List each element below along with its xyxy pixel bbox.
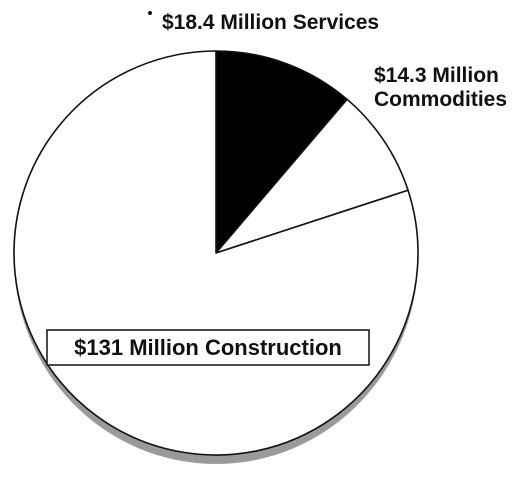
commodities-slice [215, 98, 409, 254]
services-label: $18.4 Million Services [162, 11, 379, 34]
pie-slices [13, 50, 419, 456]
construction-label: $131 Million Construction [74, 335, 342, 360]
commodities-label-line-1: $14.3 Million [374, 64, 499, 87]
commodities-label-line-2: Commodities [374, 88, 507, 111]
label-dot-mark [148, 11, 152, 15]
construction-label-box [46, 329, 370, 366]
services-slice [215, 50, 348, 254]
